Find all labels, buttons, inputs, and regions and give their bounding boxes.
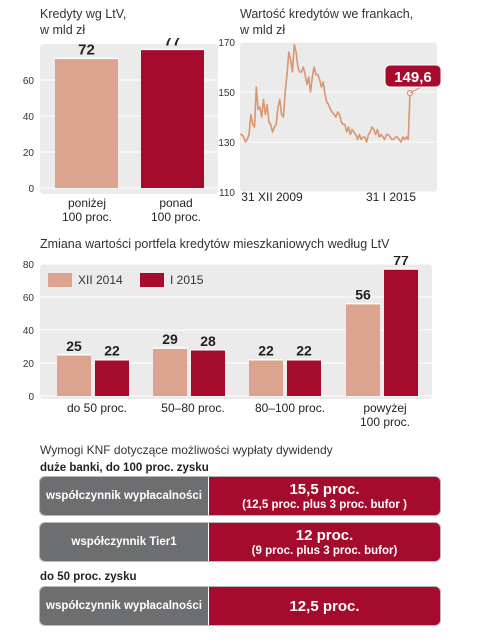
chart1-category-label: ponad 100 proc. — [150, 196, 202, 224]
requirement-value: 15,5 proc. — [289, 480, 360, 498]
bar — [384, 268, 418, 396]
legend-label: XII 2014 — [78, 273, 123, 287]
data-label: 72 — [78, 41, 95, 58]
y-tick-label: 40 — [23, 112, 35, 123]
requirement-value-cell: 12 proc. (9 proc. plus 3 proc. bufor) — [208, 523, 440, 561]
chart2-title: Wartość kredytów we frankach, — [240, 7, 414, 21]
bar — [141, 49, 204, 189]
ltv-bar-chart: 0 20 40 60 72 77 — [23, 38, 218, 195]
chart3-category-label: 50–80 proc. — [161, 401, 225, 415]
legend-swatch — [48, 273, 72, 287]
requirement-row: współczynnik wypłacalności 12,5 proc. — [40, 587, 440, 625]
requirement-row: współczynnik Tier1 12 proc. (9 proc. plu… — [40, 523, 440, 561]
requirement-value: 12,5 proc. — [289, 597, 360, 615]
bar — [249, 359, 283, 396]
bar — [287, 359, 321, 396]
data-label: 22 — [258, 343, 274, 359]
chart1-category-label: poniżej 100 proc. — [61, 196, 113, 224]
chart2-subtitle: w mld zł — [240, 23, 286, 37]
y-tick-label: 20 — [23, 359, 35, 370]
data-label: 25 — [66, 338, 82, 354]
data-label: 77 — [393, 256, 409, 268]
series-line — [240, 43, 411, 143]
bar — [191, 349, 225, 396]
y-tick-label: 60 — [23, 293, 35, 304]
bar — [346, 303, 380, 396]
data-label: 56 — [355, 287, 371, 303]
last-value-box — [384, 64, 442, 88]
plot-panel — [40, 264, 432, 399]
bar — [153, 348, 187, 396]
requirement-note: (9 proc. plus 3 proc. bufor) — [251, 544, 398, 557]
legend-swatch — [140, 273, 164, 287]
requirement-value-cell: 12,5 proc. — [208, 587, 440, 625]
data-label: 22 — [104, 343, 120, 359]
data-label: 22 — [296, 343, 312, 359]
requirements-title: Wymogi KNF dotyczące możliwości wypłaty … — [40, 443, 333, 457]
y-tick-label: 60 — [23, 76, 35, 87]
y-tick-label: 40 — [23, 326, 35, 337]
chart3-title: Zmiana wartości portfela kredytów mieszk… — [40, 237, 390, 251]
chart3-category-label: do 50 proc. — [66, 401, 128, 415]
y-tick-label: 110 — [219, 188, 235, 199]
y-tick-label: 170 — [218, 38, 235, 49]
chart1-subtitle: w mld zł — [40, 23, 86, 37]
bar — [57, 354, 91, 396]
y-tick-label: 0 — [28, 392, 34, 401]
section-heading-large-banks: duże banki, do 100 proc. zysku — [40, 462, 209, 474]
chart2-x-label: 31 XII 2009 — [241, 190, 303, 204]
requirement-label: współczynnik wypłacalności — [46, 490, 202, 502]
data-label: 77 — [164, 38, 181, 49]
chart2-x-label: 31 I 2015 — [365, 190, 417, 204]
data-label: 29 — [162, 331, 178, 347]
requirement-note: (12,5 proc. plus 3 proc. bufor ) — [242, 498, 407, 511]
requirement-label: współczynnik Tier1 — [71, 536, 177, 548]
data-label: 28 — [200, 333, 216, 349]
requirement-label: współczynnik wypłacalności — [46, 600, 202, 612]
chart3-category-label: 80–100 proc. — [254, 401, 326, 415]
legend-label: I 2015 — [170, 273, 204, 287]
requirement-row: współczynnik wypłacalności 15,5 proc. (1… — [40, 477, 440, 515]
chf-loans-line-chart: 110 130 150 170 149,6 — [218, 38, 442, 199]
y-tick-label: 80 — [23, 260, 35, 271]
chart1-title: Kredyty wg LtV, — [40, 7, 127, 21]
ltv-change-bar-chart: 0 20 40 60 80 XII 2014 I 2015 25 22 29 28 22 22 56 77 — [23, 256, 432, 401]
requirement-value: 12 proc. — [295, 526, 354, 544]
y-tick-label: 130 — [218, 138, 235, 149]
requirement-value-cell: 15,5 proc. (12,5 proc. plus 3 proc. bufo… — [208, 477, 440, 515]
y-tick-label: 150 — [218, 88, 235, 99]
chart3-category-label: powyżej 100 proc. — [359, 401, 411, 429]
bar — [55, 58, 118, 189]
section-heading-half-profit: do 50 proc. zysku — [40, 571, 137, 583]
bar — [95, 359, 129, 396]
y-tick-label: 0 — [28, 184, 34, 195]
y-tick-label: 20 — [23, 148, 35, 159]
last-value-label: 149,6 — [394, 69, 432, 86]
